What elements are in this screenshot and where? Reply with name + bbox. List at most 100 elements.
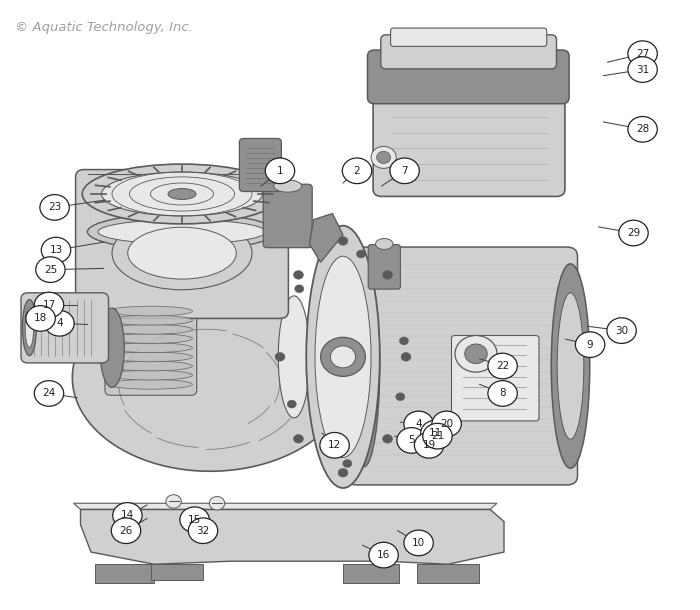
- Ellipse shape: [108, 315, 192, 325]
- Circle shape: [36, 257, 65, 282]
- Circle shape: [338, 237, 348, 245]
- Text: 11: 11: [429, 428, 442, 438]
- Text: 16: 16: [377, 550, 390, 560]
- FancyBboxPatch shape: [416, 564, 480, 583]
- Circle shape: [383, 271, 393, 279]
- Circle shape: [342, 158, 372, 184]
- Ellipse shape: [108, 370, 192, 380]
- Circle shape: [390, 158, 419, 184]
- Ellipse shape: [108, 334, 192, 343]
- Text: 8: 8: [499, 389, 506, 398]
- Ellipse shape: [108, 306, 192, 316]
- Circle shape: [404, 411, 433, 437]
- Text: 32: 32: [197, 526, 209, 536]
- Circle shape: [575, 332, 605, 357]
- Ellipse shape: [99, 308, 125, 387]
- FancyBboxPatch shape: [346, 247, 578, 485]
- Circle shape: [383, 434, 393, 443]
- Ellipse shape: [349, 265, 379, 467]
- Polygon shape: [309, 214, 343, 262]
- Circle shape: [377, 151, 391, 163]
- FancyBboxPatch shape: [94, 564, 154, 583]
- Text: 1: 1: [276, 166, 284, 176]
- Circle shape: [356, 250, 365, 258]
- FancyBboxPatch shape: [368, 245, 400, 289]
- Text: 30: 30: [615, 326, 628, 336]
- Circle shape: [180, 507, 209, 533]
- Ellipse shape: [279, 296, 309, 418]
- Ellipse shape: [557, 293, 584, 439]
- Circle shape: [404, 530, 433, 556]
- Text: 10: 10: [412, 538, 425, 548]
- Text: 21: 21: [431, 431, 444, 441]
- Ellipse shape: [108, 361, 192, 371]
- Circle shape: [330, 346, 356, 368]
- Text: 4: 4: [415, 419, 422, 429]
- Circle shape: [111, 518, 141, 544]
- Circle shape: [432, 411, 461, 437]
- Circle shape: [45, 310, 74, 336]
- Circle shape: [421, 420, 450, 446]
- Text: 20: 20: [440, 419, 453, 429]
- Circle shape: [371, 146, 396, 168]
- Circle shape: [34, 292, 64, 318]
- Circle shape: [209, 497, 225, 510]
- Polygon shape: [74, 503, 497, 509]
- Circle shape: [293, 434, 303, 443]
- FancyBboxPatch shape: [391, 28, 547, 46]
- Ellipse shape: [88, 214, 276, 250]
- Circle shape: [369, 542, 398, 568]
- Text: 31: 31: [636, 65, 649, 74]
- Text: 18: 18: [34, 314, 47, 323]
- Circle shape: [265, 158, 295, 184]
- Ellipse shape: [98, 220, 266, 244]
- Text: 28: 28: [636, 124, 649, 134]
- Circle shape: [455, 336, 497, 372]
- Text: 4: 4: [56, 318, 63, 328]
- Text: 5: 5: [408, 436, 415, 445]
- FancyBboxPatch shape: [452, 336, 539, 421]
- Circle shape: [607, 318, 636, 343]
- Circle shape: [287, 400, 296, 408]
- Text: 27: 27: [636, 49, 649, 59]
- Circle shape: [395, 393, 405, 401]
- Text: © Aquatic Technology, Inc.: © Aquatic Technology, Inc.: [15, 21, 193, 34]
- Circle shape: [40, 195, 69, 220]
- Circle shape: [423, 423, 452, 449]
- Circle shape: [338, 468, 348, 477]
- Circle shape: [488, 353, 517, 379]
- Ellipse shape: [108, 325, 192, 334]
- Ellipse shape: [375, 239, 393, 249]
- Text: 7: 7: [401, 166, 408, 176]
- Circle shape: [414, 432, 444, 458]
- Circle shape: [320, 432, 349, 458]
- FancyBboxPatch shape: [76, 170, 288, 318]
- Circle shape: [619, 220, 648, 246]
- FancyBboxPatch shape: [239, 138, 281, 192]
- Circle shape: [26, 306, 55, 331]
- FancyBboxPatch shape: [381, 35, 556, 69]
- Ellipse shape: [25, 307, 34, 347]
- FancyBboxPatch shape: [343, 564, 399, 583]
- Circle shape: [41, 237, 71, 263]
- Circle shape: [628, 117, 657, 142]
- FancyBboxPatch shape: [373, 69, 565, 196]
- Text: 25: 25: [44, 265, 57, 274]
- Circle shape: [166, 495, 181, 508]
- Circle shape: [321, 337, 365, 376]
- Polygon shape: [72, 287, 351, 472]
- Text: 2: 2: [354, 166, 360, 176]
- Ellipse shape: [307, 226, 379, 488]
- Ellipse shape: [274, 180, 302, 192]
- Ellipse shape: [552, 264, 589, 468]
- Circle shape: [628, 41, 657, 66]
- Circle shape: [188, 518, 218, 544]
- Ellipse shape: [112, 217, 252, 290]
- FancyBboxPatch shape: [150, 564, 203, 580]
- Circle shape: [397, 428, 426, 453]
- Text: 29: 29: [627, 228, 640, 238]
- Ellipse shape: [102, 172, 262, 216]
- Text: 23: 23: [48, 203, 61, 212]
- Text: 12: 12: [328, 440, 341, 450]
- Circle shape: [628, 57, 657, 82]
